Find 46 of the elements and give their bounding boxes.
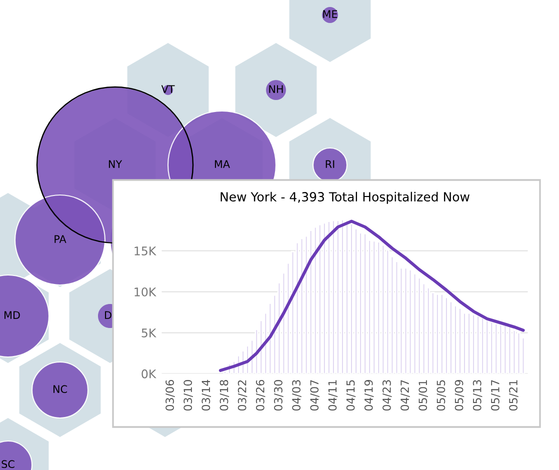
x-tick-label: 05/09 bbox=[454, 380, 464, 411]
y-tick-label: 15K bbox=[134, 246, 156, 256]
y-tick-label: 5K bbox=[142, 328, 156, 338]
x-tick-label: 04/19 bbox=[364, 380, 374, 411]
x-tick-label: 05/13 bbox=[472, 380, 482, 411]
text: PA bbox=[54, 235, 66, 243]
x-tick-label: 04/07 bbox=[310, 380, 320, 411]
text: SC bbox=[2, 460, 14, 468]
bar bbox=[408, 268, 412, 374]
y-tick-label: 0K bbox=[142, 369, 156, 378]
x-tick-label: 05/21 bbox=[509, 380, 518, 411]
x-tick-label: 04/27 bbox=[400, 380, 410, 411]
bar bbox=[498, 324, 503, 374]
text: NY bbox=[108, 160, 122, 168]
x-tick-label: 05/05 bbox=[436, 380, 446, 411]
x-tick-label: 03/14 bbox=[202, 380, 211, 411]
text: ME bbox=[323, 10, 338, 18]
bar bbox=[512, 330, 516, 374]
x-tick-label: 04/11 bbox=[328, 380, 338, 411]
x-tick-label: 03/30 bbox=[274, 380, 284, 411]
x-tick-label: 05/17 bbox=[490, 380, 500, 411]
x-tick-label: 04/03 bbox=[292, 380, 302, 411]
text: MA bbox=[214, 160, 230, 168]
text: D bbox=[105, 311, 112, 319]
y-tick-label: 10K bbox=[134, 287, 156, 296]
x-tick-label: 05/01 bbox=[418, 380, 428, 411]
text: RI bbox=[326, 160, 334, 168]
x-tick-label: 03/10 bbox=[184, 380, 193, 411]
x-tick-label: 03/26 bbox=[256, 380, 266, 411]
bar bbox=[508, 326, 512, 374]
bar bbox=[295, 242, 300, 374]
bar bbox=[503, 324, 508, 374]
text: NC bbox=[53, 385, 67, 394]
text: NH bbox=[269, 85, 283, 93]
x-tick-label: 03/06 bbox=[166, 380, 175, 411]
bar bbox=[300, 238, 304, 374]
chart-title: New York - 4,393 Total Hospitalized Now bbox=[220, 192, 470, 204]
line-series bbox=[218, 220, 525, 372]
bar bbox=[516, 332, 521, 374]
x-tick-label: 04/23 bbox=[382, 380, 392, 411]
bar bbox=[404, 267, 408, 374]
x-tick-label: 04/15 bbox=[346, 380, 356, 411]
x-tick-label: 03/22 bbox=[238, 380, 248, 411]
bar bbox=[412, 273, 417, 374]
text: MD bbox=[4, 311, 20, 319]
x-tick-label: 03/18 bbox=[220, 380, 230, 411]
